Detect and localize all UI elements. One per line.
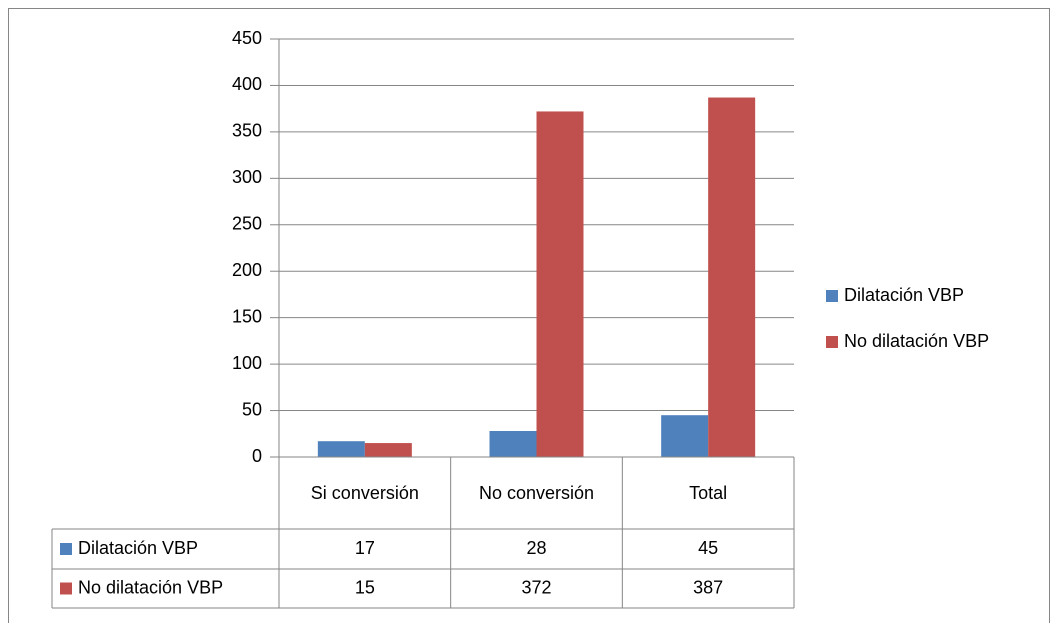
table-value: 15 <box>355 577 375 597</box>
legend-label: Dilatación VBP <box>844 285 964 305</box>
table-legend-key <box>60 582 72 595</box>
y-tick-label: 0 <box>252 446 262 466</box>
y-tick-label: 50 <box>242 399 262 419</box>
y-tick-label: 200 <box>232 260 262 280</box>
x-tick-label: Si conversión <box>310 483 419 503</box>
table-value: 372 <box>521 577 551 597</box>
bar <box>317 441 365 457</box>
table-series-name: Dilatación VBP <box>78 538 198 558</box>
y-tick-label: 450 <box>232 28 262 48</box>
y-tick-label: 350 <box>232 121 262 141</box>
table-value: 45 <box>698 538 718 558</box>
bar <box>708 97 756 458</box>
y-tick-label: 250 <box>232 214 262 234</box>
bar <box>489 430 537 457</box>
x-tick-label: Total <box>689 483 728 503</box>
table-legend-key <box>60 543 72 555</box>
x-tick-label: No conversión <box>478 483 595 503</box>
chart-border <box>8 8 1050 623</box>
legend-key <box>826 290 838 302</box>
table-value: 17 <box>355 538 375 558</box>
y-tick-label: 100 <box>232 353 262 373</box>
bar <box>364 443 412 457</box>
legend-key <box>826 336 838 348</box>
legend-label: No dilatación VBP <box>844 331 989 351</box>
bar <box>536 111 584 457</box>
table-series-name: No dilatación VBP <box>78 577 223 597</box>
bar <box>661 415 709 457</box>
table-value: 28 <box>526 538 546 558</box>
y-tick-label: 150 <box>232 306 262 326</box>
table-value: 387 <box>693 577 723 597</box>
y-tick-label: 400 <box>232 74 262 94</box>
y-tick-label: 300 <box>232 167 262 187</box>
